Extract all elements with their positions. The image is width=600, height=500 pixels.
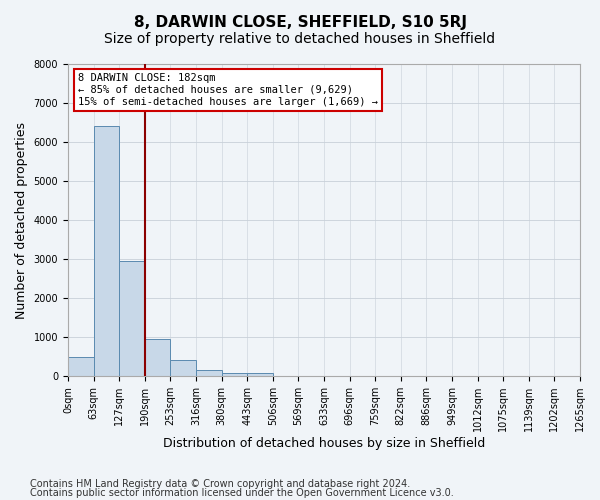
Bar bbox=[221, 372, 247, 376]
Text: Contains public sector information licensed under the Open Government Licence v3: Contains public sector information licen… bbox=[30, 488, 454, 498]
Bar bbox=[196, 370, 221, 376]
Y-axis label: Number of detached properties: Number of detached properties bbox=[15, 122, 28, 318]
Bar bbox=[94, 126, 119, 376]
Bar bbox=[145, 339, 170, 376]
Text: 8, DARWIN CLOSE, SHEFFIELD, S10 5RJ: 8, DARWIN CLOSE, SHEFFIELD, S10 5RJ bbox=[133, 15, 467, 30]
Bar bbox=[68, 358, 94, 376]
Text: Size of property relative to detached houses in Sheffield: Size of property relative to detached ho… bbox=[104, 32, 496, 46]
Bar bbox=[119, 261, 145, 376]
Text: 8 DARWIN CLOSE: 182sqm
← 85% of detached houses are smaller (9,629)
15% of semi-: 8 DARWIN CLOSE: 182sqm ← 85% of detached… bbox=[78, 74, 378, 106]
Bar bbox=[247, 373, 273, 376]
X-axis label: Distribution of detached houses by size in Sheffield: Distribution of detached houses by size … bbox=[163, 437, 485, 450]
Text: Contains HM Land Registry data © Crown copyright and database right 2024.: Contains HM Land Registry data © Crown c… bbox=[30, 479, 410, 489]
Bar bbox=[170, 360, 196, 376]
